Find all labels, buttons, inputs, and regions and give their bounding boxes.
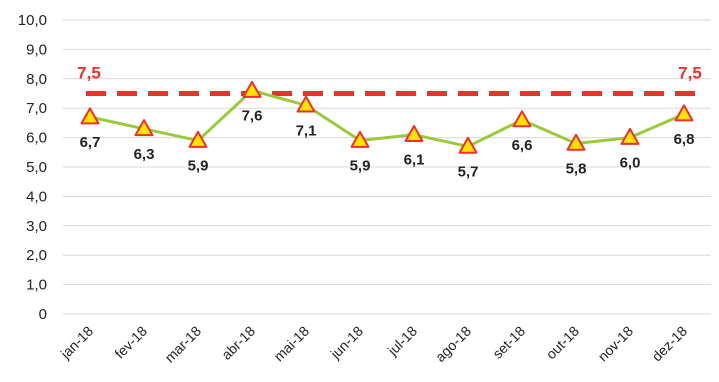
x-tick-label: jul-18 (384, 323, 420, 359)
x-tick-label: mai-18 (271, 323, 313, 365)
gridlines (63, 19, 711, 315)
y-tick-label: 1,0 (26, 277, 47, 294)
target-label-right: 7,5 (678, 64, 702, 83)
x-tick-label: set-18 (489, 323, 528, 362)
target-line-group: 7,5 7,5 (77, 64, 702, 96)
data-label: 7,6 (242, 108, 263, 125)
data-point-marker (674, 104, 694, 122)
data-point-marker (404, 124, 424, 142)
y-tick-label: 8,0 (26, 71, 47, 88)
y-tick-label: 0 (39, 306, 47, 323)
y-tick-label: 6,0 (26, 130, 47, 147)
data-label: 5,9 (188, 158, 209, 175)
x-tick-label: mar-18 (161, 323, 204, 366)
y-tick-label: 5,0 (26, 159, 47, 176)
data-label: 5,9 (350, 158, 371, 175)
data-point-marker (458, 136, 478, 154)
data-label: 6,8 (674, 131, 695, 148)
series-group (80, 80, 694, 154)
x-tick-label: jan-18 (57, 323, 97, 363)
x-tick-label: nov-18 (595, 323, 637, 365)
data-point-marker (242, 80, 262, 98)
target-label-left: 7,5 (77, 64, 101, 83)
x-tick-label: ago-18 (432, 323, 474, 365)
data-label: 6,1 (404, 152, 425, 169)
y-tick-label: 9,0 (26, 41, 47, 58)
data-point-marker (350, 130, 370, 148)
y-tick-label: 4,0 (26, 188, 47, 205)
data-point-marker (296, 95, 316, 113)
data-point-marker (512, 110, 532, 128)
y-tick-label: 10,0 (18, 12, 47, 29)
y-axis-ticks: 0 1,0 2,0 3,0 4,0 5,0 6,0 7,0 8,0 9,0 10,0 (18, 12, 47, 323)
series-line (89, 89, 685, 148)
data-label: 6,6 (512, 137, 533, 154)
x-tick-label: dez-18 (649, 323, 691, 365)
data-label: 6,7 (80, 134, 101, 151)
data-labels: 6,7 6,3 5,9 7,6 7,1 5,9 6,1 5,7 6,6 5,8 6,0 6,8 (80, 108, 695, 181)
data-point-marker (188, 130, 208, 148)
data-point-marker (134, 119, 154, 137)
y-tick-label: 3,0 (26, 218, 47, 235)
data-point-marker (80, 107, 100, 125)
data-label: 6,0 (620, 155, 641, 172)
data-label: 5,8 (566, 160, 587, 177)
x-tick-label: abr-18 (218, 323, 258, 363)
data-label: 6,3 (134, 146, 155, 163)
y-tick-label: 2,0 (26, 247, 47, 264)
x-tick-label: fev-18 (111, 323, 150, 362)
y-tick-label: 7,0 (26, 100, 47, 117)
data-point-marker (566, 133, 586, 151)
x-tick-label: out-18 (543, 323, 583, 363)
x-tick-label: jun-18 (327, 323, 367, 363)
data-label: 5,7 (458, 163, 479, 180)
data-point-marker (620, 127, 640, 145)
x-axis-ticks: jan-18 fev-18 mar-18 abr-18 mai-18 jun-18 jul-… (57, 323, 691, 366)
data-label: 7,1 (296, 122, 317, 139)
